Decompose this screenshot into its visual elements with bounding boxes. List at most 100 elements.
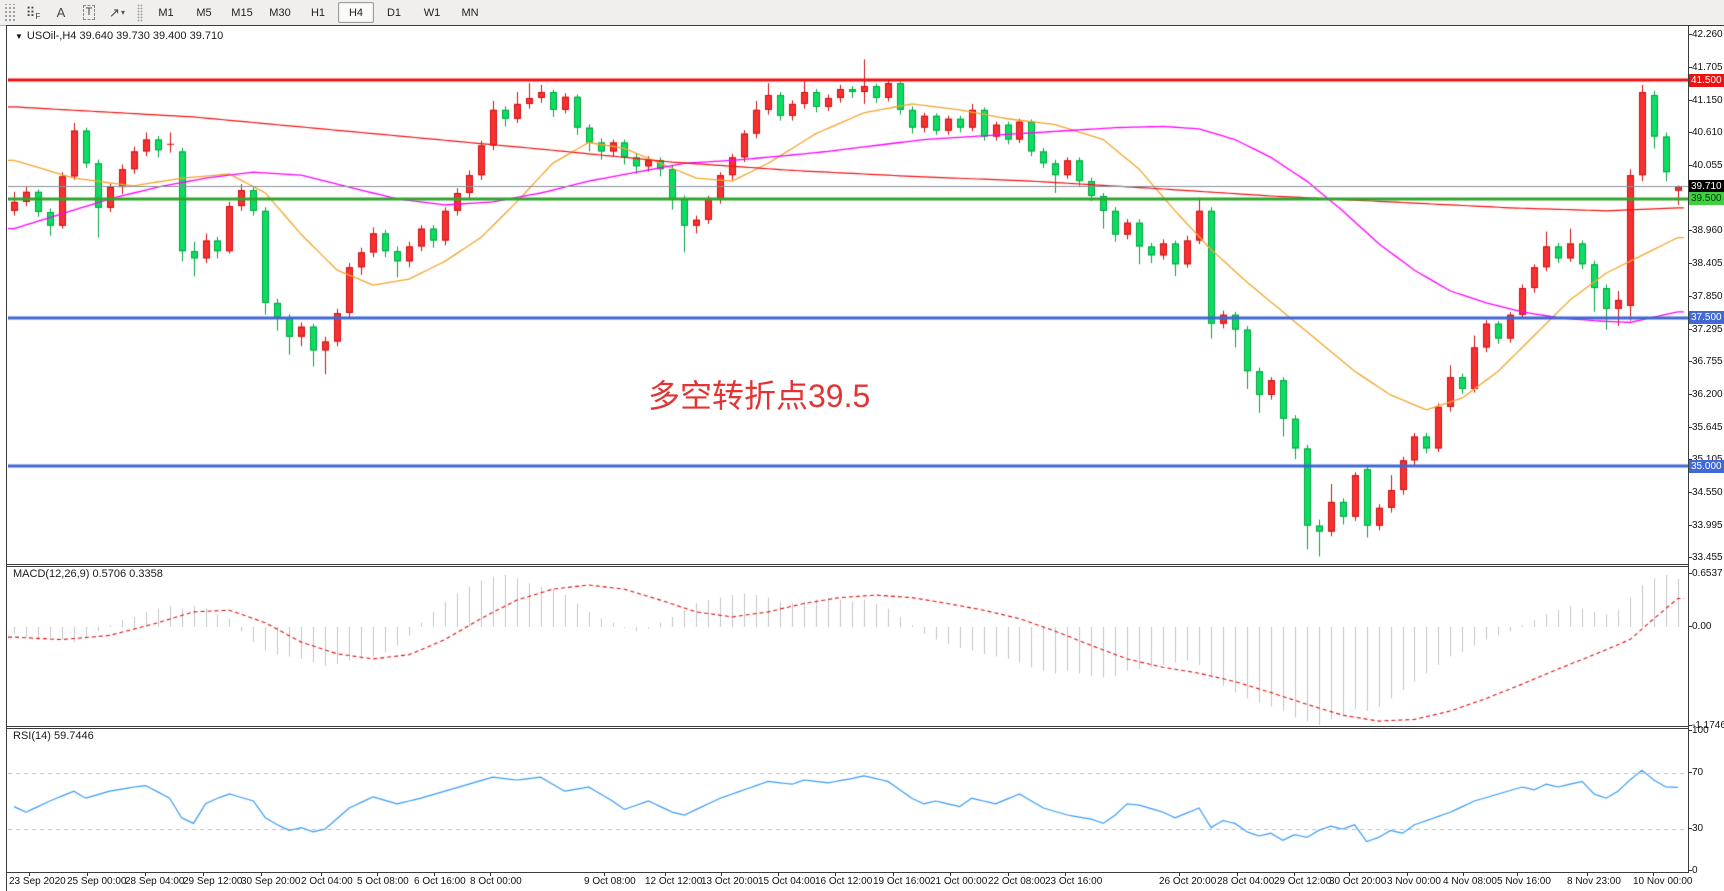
macd-tick-label: 0.00 [1689, 621, 1711, 632]
price-tick-label: 40.055 [1689, 160, 1723, 171]
price-tick-label: 40.610 [1689, 127, 1723, 138]
price-tick-label: 35.645 [1689, 422, 1723, 433]
time-label: 5 Nov 16:00 [1497, 876, 1551, 887]
time-label: 12 Oct 12:00 [645, 876, 703, 887]
time-tick [434, 873, 435, 876]
price-badge-37.500: 37.500 [1689, 311, 1724, 324]
time-tick [665, 873, 666, 876]
main-toolbar: ⠿ F A T ↗ ▾ M1 M5 M15 M30 H1 H4 D1 W1 MN [0, 0, 1724, 26]
macd-tick-label: -1.1746 [1689, 720, 1724, 731]
time-tick [835, 873, 836, 876]
timeframe-button-d1[interactable]: D1 [386, 6, 402, 19]
timeframe-button-w1[interactable]: W1 [423, 6, 441, 19]
price-tick-label: 37.850 [1689, 291, 1723, 302]
timeframe-button-h4[interactable]: H4 [338, 2, 374, 23]
timeframe-button-m15[interactable]: M15 [231, 6, 253, 19]
time-tick [490, 873, 491, 876]
time-tick [1179, 873, 1180, 876]
time-tick [604, 873, 605, 876]
price-badge-39.710: 39.710 [1689, 180, 1724, 193]
chart-title: ▼ USOil-,H4 39.640 39.730 39.400 39.710 [15, 30, 223, 42]
text-label-icon[interactable]: T [77, 3, 101, 23]
rsi-tick-label: 70 [1689, 767, 1703, 778]
time-tick [29, 873, 30, 876]
time-label: 2 Oct 04:00 [301, 876, 353, 887]
time-label: 5 Oct 08:00 [357, 876, 409, 887]
price-tick-label: 37.295 [1689, 324, 1723, 335]
price-badge-35.000: 35.000 [1689, 460, 1724, 473]
timeframe-button-m30[interactable]: M30 [269, 6, 291, 19]
time-tick [893, 873, 894, 876]
time-label: 29 Oct 12:00 [1274, 876, 1332, 887]
time-label: 23 Sep 2020 [9, 876, 66, 887]
time-tick [1517, 873, 1518, 876]
timeframe-button-h1[interactable]: H1 [310, 6, 326, 19]
price-chart-canvas[interactable] [8, 27, 1688, 564]
rsi-pane-canvas[interactable] [8, 729, 1688, 873]
rsi-tick-label: 30 [1689, 823, 1703, 834]
price-tick-label: 41.150 [1689, 95, 1723, 106]
time-tick [1008, 873, 1009, 876]
price-tick-label: 41.705 [1689, 62, 1723, 73]
price-tick-label: 35.105 [1689, 454, 1723, 465]
price-tick-label: 42.260 [1689, 29, 1723, 40]
timeframe-button-mn[interactable]: MN [461, 6, 479, 19]
time-tick [261, 873, 262, 876]
time-label: 6 Oct 16:00 [414, 876, 466, 887]
price-badge-41.500: 41.500 [1689, 74, 1724, 87]
time-label: 19 Oct 16:00 [873, 876, 931, 887]
time-label: 30 Oct 20:00 [1329, 876, 1387, 887]
price-tick-label: 38.960 [1689, 225, 1723, 236]
price-tick-label: 34.550 [1689, 487, 1723, 498]
time-tick [1653, 873, 1654, 876]
time-tick [1463, 873, 1464, 876]
time-label: 16 Oct 12:00 [815, 876, 873, 887]
time-tick [1407, 873, 1408, 876]
drawing-tools-group: ⠿ F A T ↗ ▾ [17, 3, 129, 23]
time-scale[interactable]: 23 Sep 2020 25 Sep 00:00 28 Sep 04:00 29 Se… [7, 873, 1724, 891]
time-tick [87, 873, 88, 876]
time-label: 13 Oct 20:00 [701, 876, 759, 887]
price-tick-label: 38.405 [1689, 258, 1723, 269]
toolbar-grip-handle[interactable] [3, 3, 17, 22]
dock-grip-icon[interactable]: ⠿ F [25, 4, 41, 22]
time-tick [1237, 873, 1238, 876]
cursor-select-icon[interactable]: A [56, 5, 66, 20]
draw-arrows-icon[interactable]: ↗ ▾ [109, 4, 125, 20]
time-label: 22 Oct 08:00 [988, 876, 1046, 887]
time-label: 4 Nov 08:00 [1443, 876, 1497, 887]
chart-text-annotation[interactable]: 多空转折点39.5 [648, 378, 871, 414]
time-tick [721, 873, 722, 876]
time-label: 28 Sep 04:00 [125, 876, 185, 887]
rsi-tick-label: 100 [1689, 725, 1709, 736]
macd-tick-label: 0.6537 [1689, 568, 1723, 579]
time-label: 10 Nov 00:00 [1633, 876, 1693, 887]
symbol-dropdown-icon[interactable]: ▼ [15, 31, 23, 41]
time-label: 8 Nov 23:00 [1567, 876, 1621, 887]
time-tick [1294, 873, 1295, 876]
time-label: 29 Sep 12:00 [183, 876, 243, 887]
macd-pane-canvas[interactable] [8, 567, 1688, 725]
pane-separator-time [7, 872, 1724, 873]
time-tick [145, 873, 146, 876]
timeframe-button-m5[interactable]: M5 [196, 6, 212, 19]
time-label: 30 Sep 20:00 [241, 876, 301, 887]
timeframe-button-group: M1 M5 M15 M30 H1 H4 D1 W1 MN [147, 2, 489, 23]
macd-indicator-label: MACD(12,26,9) 0.5706 0.3358 [13, 568, 163, 580]
time-label: 23 Oct 16:00 [1045, 876, 1103, 887]
price-tick-label: 36.755 [1689, 356, 1723, 367]
price-badge-39.500: 39.500 [1689, 192, 1724, 205]
time-tick [1065, 873, 1066, 876]
time-label: 8 Oct 00:00 [470, 876, 522, 887]
time-label: 26 Oct 20:00 [1159, 876, 1217, 887]
pane-separator-macd[interactable] [7, 564, 1724, 567]
time-tick [203, 873, 204, 876]
time-tick [950, 873, 951, 876]
chart-ohlc-readout: USOil-,H4 39.640 39.730 39.400 39.710 [26, 30, 224, 42]
pane-separator-rsi[interactable] [7, 726, 1724, 729]
toolbar-separator [137, 3, 143, 22]
price-scale[interactable]: 42.260 41.705 41.150 40.610 40.055 38.960 38.4… [1688, 26, 1724, 876]
timeframe-button-m1[interactable]: M1 [158, 6, 174, 19]
rsi-tick-label: 0 [1689, 865, 1698, 876]
